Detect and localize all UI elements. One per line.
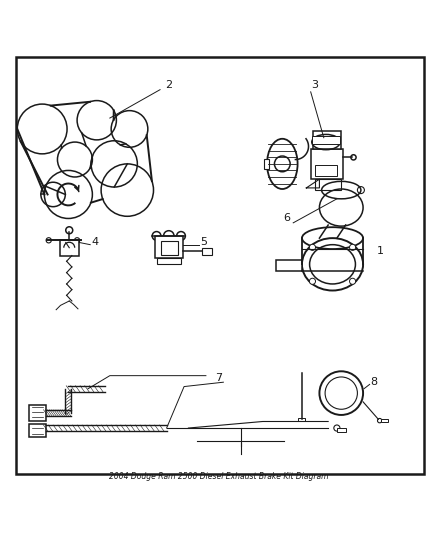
Text: 4: 4 — [91, 238, 98, 247]
Circle shape — [309, 278, 315, 284]
Circle shape — [309, 244, 315, 251]
Bar — [201, 248, 212, 255]
Text: 1: 1 — [377, 246, 384, 256]
Bar — [315, 165, 337, 176]
Text: 8: 8 — [371, 377, 378, 387]
Bar — [29, 405, 46, 421]
Bar — [315, 179, 341, 190]
Bar — [60, 240, 79, 256]
Bar — [311, 149, 343, 179]
Text: 2004 Dodge Ram 2500 Diesel Exhaust Brake Kit Diagram: 2004 Dodge Ram 2500 Diesel Exhaust Brake… — [109, 472, 329, 481]
Circle shape — [350, 278, 356, 284]
Bar — [155, 236, 183, 258]
Circle shape — [334, 425, 340, 431]
Bar — [156, 258, 180, 264]
Text: 7: 7 — [215, 373, 223, 383]
Bar — [337, 429, 346, 432]
Text: 6: 6 — [283, 214, 290, 223]
Text: 5: 5 — [200, 238, 207, 247]
Circle shape — [46, 238, 51, 243]
Circle shape — [74, 238, 80, 243]
Text: 3: 3 — [311, 80, 318, 90]
Bar — [29, 424, 46, 437]
Bar — [264, 159, 269, 169]
Bar — [381, 419, 389, 422]
Bar — [298, 418, 305, 422]
Circle shape — [66, 227, 73, 234]
Bar — [311, 136, 340, 144]
Bar — [276, 260, 302, 271]
Bar — [161, 241, 177, 255]
Bar — [313, 131, 341, 149]
Circle shape — [350, 244, 356, 251]
Text: 2: 2 — [165, 80, 172, 90]
